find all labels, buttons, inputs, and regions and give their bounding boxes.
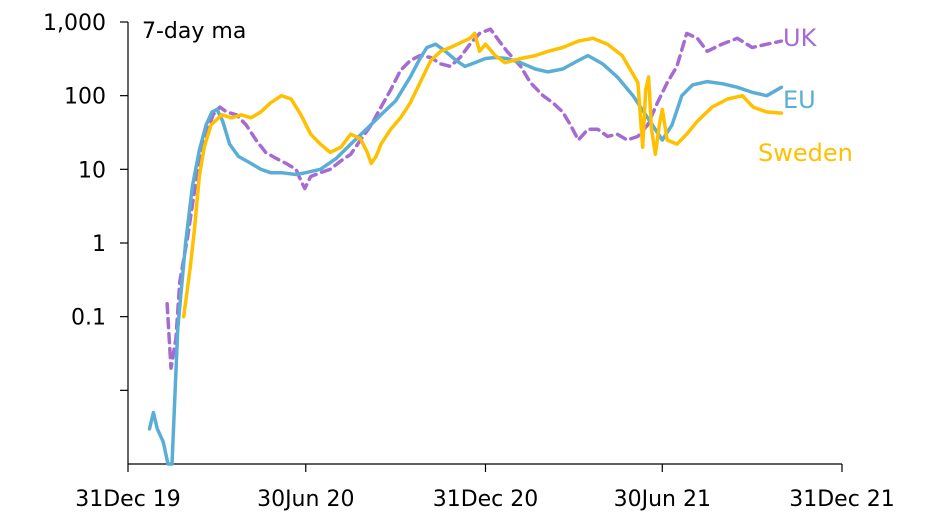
x-tick-label: 31Dec 21	[789, 487, 895, 512]
plot-area	[150, 29, 782, 464]
series-layer	[150, 29, 782, 464]
legend-label-eu: EU	[783, 86, 816, 114]
y-tick-label: 100	[64, 85, 106, 110]
x-tick-label: 30Jun 21	[614, 487, 711, 512]
series-line-sweden	[184, 33, 782, 316]
legend: UK EU Sweden	[758, 24, 853, 167]
y-tick-label: 1	[92, 232, 106, 257]
chart-annotation: 7-day ma	[142, 19, 246, 44]
y-tick-label: 0.1	[71, 306, 106, 331]
x-tick-label: 31Dec 20	[433, 487, 539, 512]
x-tick-label: 30Jun 20	[257, 487, 354, 512]
x-ticks: 31Dec 19 30Jun 20 31Dec 20 30Jun 21 31Dec 21	[75, 464, 895, 512]
y-tick-label: 10	[78, 158, 106, 183]
legend-label-sweden: Sweden	[758, 139, 853, 167]
y-ticks: 1,000 100 10 1 0.1	[43, 11, 128, 390]
series-line-uk	[167, 29, 781, 368]
legend-label-uk: UK	[783, 24, 818, 52]
y-tick-label: 1,000	[43, 11, 106, 36]
series-line-eu	[150, 44, 782, 464]
x-tick-label: 31Dec 19	[75, 487, 181, 512]
